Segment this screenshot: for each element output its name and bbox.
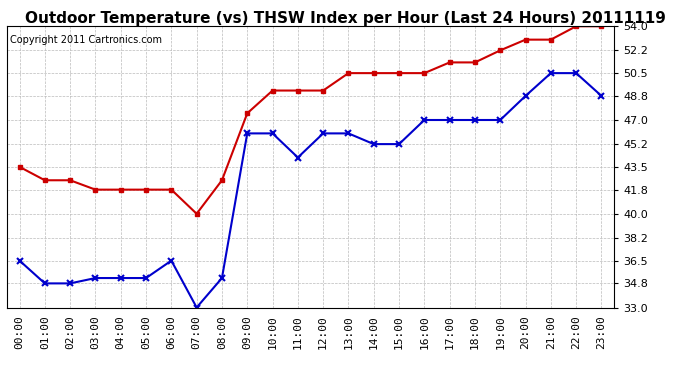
Text: Copyright 2011 Cartronics.com: Copyright 2011 Cartronics.com — [10, 35, 162, 45]
Text: Outdoor Temperature (vs) THSW Index per Hour (Last 24 Hours) 20111119: Outdoor Temperature (vs) THSW Index per … — [25, 11, 665, 26]
